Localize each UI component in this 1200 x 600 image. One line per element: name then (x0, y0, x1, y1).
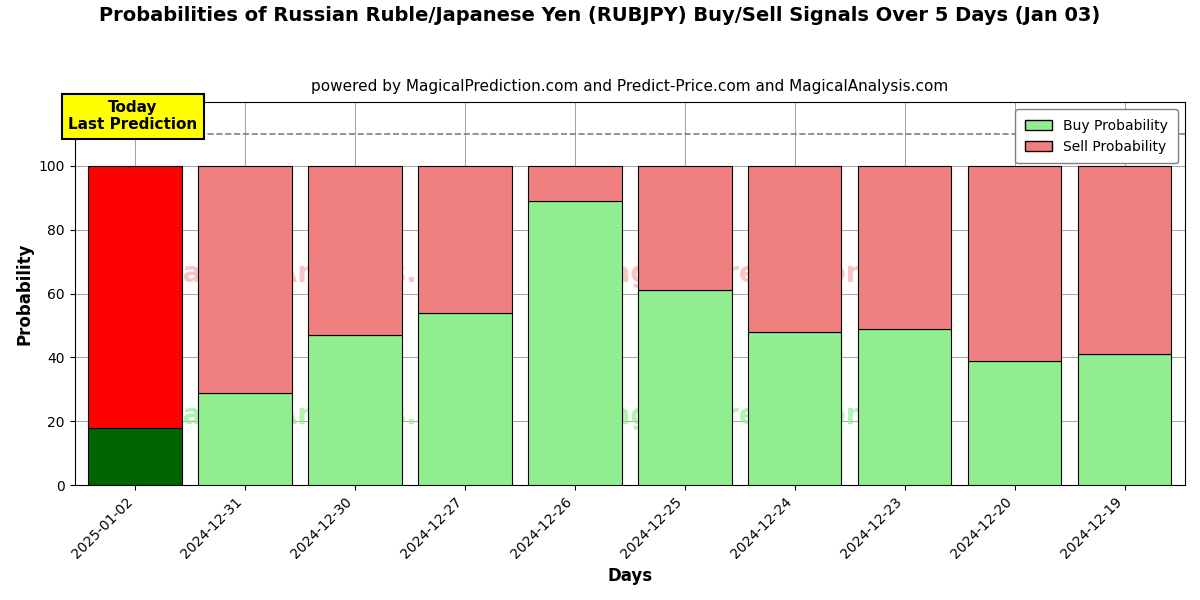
Text: MagicalPrediction.com: MagicalPrediction.com (584, 402, 941, 430)
Bar (528, 166, 622, 201)
Bar (308, 166, 402, 335)
Y-axis label: Probability: Probability (16, 242, 34, 345)
Bar (968, 166, 1061, 361)
Bar (419, 166, 511, 313)
Bar (748, 332, 841, 485)
Text: Probabilities of Russian Ruble/Japanese Yen (RUBJPY) Buy/Sell Signals Over 5 Day: Probabilities of Russian Ruble/Japanese … (100, 6, 1100, 25)
Text: MagicalAnalysis.com: MagicalAnalysis.com (156, 260, 482, 289)
Bar (419, 313, 511, 485)
Bar (1078, 166, 1171, 354)
Bar (858, 166, 952, 329)
Bar (89, 166, 182, 428)
Bar (748, 166, 841, 332)
Text: MagicalPrediction.com: MagicalPrediction.com (584, 260, 941, 289)
Text: Today
Last Prediction: Today Last Prediction (68, 100, 198, 133)
X-axis label: Days: Days (607, 567, 653, 585)
Bar (198, 392, 292, 485)
Bar (968, 361, 1061, 485)
Bar (308, 335, 402, 485)
Bar (1078, 354, 1171, 485)
Title: powered by MagicalPrediction.com and Predict-Price.com and MagicalAnalysis.com: powered by MagicalPrediction.com and Pre… (311, 79, 948, 94)
Bar (89, 428, 182, 485)
Bar (638, 166, 732, 290)
Bar (528, 201, 622, 485)
Bar (198, 166, 292, 392)
Text: MagicalAnalysis.com: MagicalAnalysis.com (156, 402, 482, 430)
Bar (858, 329, 952, 485)
Bar (638, 290, 732, 485)
Legend: Buy Probability, Sell Probability: Buy Probability, Sell Probability (1015, 109, 1178, 163)
